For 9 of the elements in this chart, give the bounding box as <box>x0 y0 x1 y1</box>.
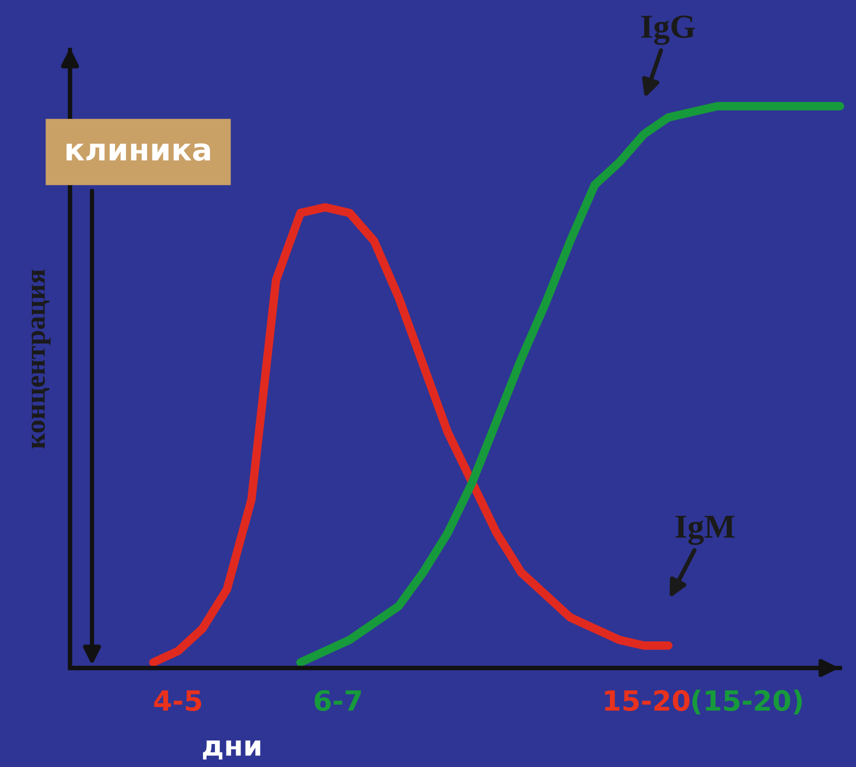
text: 15-20 <box>605 690 690 712</box>
text: IgM <box>676 516 735 545</box>
text: 4-5 <box>154 690 202 712</box>
text: 6-7 <box>314 690 361 712</box>
y-axis-title: концентрация <box>32 270 51 449</box>
text: (15-20) <box>692 690 802 714</box>
annotation: клиника <box>66 143 210 161</box>
series-label: IgG <box>641 16 695 45</box>
x-axis-title: дни <box>203 740 260 760</box>
